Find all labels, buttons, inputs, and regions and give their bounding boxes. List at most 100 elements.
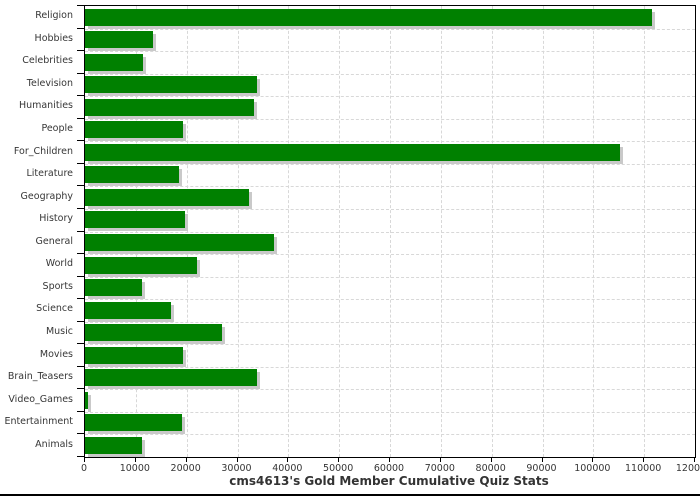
horizontal-gridline (85, 51, 695, 53)
x-axis-tick-label: 10000 (119, 463, 150, 474)
horizontal-gridline (85, 73, 695, 75)
bar-humanities (85, 98, 254, 116)
x-axis-tick-label: 110000 (625, 463, 662, 474)
x-axis-tick-mark (236, 457, 238, 462)
bar-world (85, 256, 197, 274)
x-axis-tick-label: 120000 (675, 463, 700, 474)
y-axis-tick-mark (77, 433, 84, 435)
x-axis-tick-mark (592, 457, 594, 462)
horizontal-gridline (85, 96, 695, 98)
x-axis-tick-mark (287, 457, 289, 462)
horizontal-gridline (85, 186, 695, 188)
horizontal-gridline (85, 411, 695, 413)
horizontal-gridline (85, 141, 695, 143)
bar-video_games (85, 391, 88, 409)
y-axis-tick-mark (77, 388, 84, 390)
bar-animals (85, 436, 142, 454)
y-axis-tick-mark (77, 162, 84, 164)
x-axis-tick-label: 30000 (221, 463, 252, 474)
category-label-general: General (35, 235, 73, 247)
x-axis-tick-label: 60000 (373, 463, 405, 474)
horizontal-gridline (85, 344, 695, 346)
y-axis-tick-mark (77, 456, 84, 457)
horizontal-gridline (85, 321, 695, 323)
x-axis-tick-label: 100000 (574, 463, 611, 474)
x-axis-tick-mark (490, 457, 492, 462)
y-axis-tick-mark (77, 95, 84, 97)
x-axis-tick-mark (389, 457, 390, 462)
bar-general (85, 234, 274, 251)
x-axis-tick-mark (439, 457, 441, 462)
horizontal-gridline (85, 366, 695, 368)
category-label-religion: Religion (35, 10, 73, 22)
bottom-border-line (0, 494, 700, 496)
horizontal-gridline (85, 118, 695, 120)
horizontal-gridline (85, 276, 695, 278)
bar-religion (85, 8, 652, 26)
y-axis-tick-mark (77, 343, 84, 345)
y-axis-tick-mark (77, 185, 84, 187)
bar-entertainment (85, 414, 182, 432)
y-axis-tick-mark (77, 72, 84, 74)
horizontal-gridline (85, 208, 695, 210)
category-label-brain_teasers: Brain_Teasers (7, 371, 73, 383)
category-label-movies: Movies (39, 348, 73, 360)
x-axis-tick-label: 80000 (475, 463, 506, 474)
y-axis-tick-mark (77, 365, 84, 367)
category-label-sports: Sports (42, 280, 73, 292)
x-axis-tick-mark (134, 457, 136, 462)
y-axis-tick-mark (77, 275, 84, 277)
bar-literature (85, 166, 179, 184)
x-axis-tick-mark (338, 457, 340, 462)
bar-movies (85, 346, 183, 364)
bar-history (85, 211, 185, 229)
horizontal-gridline (85, 163, 695, 165)
y-axis-tick-mark (77, 320, 84, 322)
x-axis-tick-mark (643, 457, 645, 462)
y-axis-tick-mark (77, 207, 84, 209)
bar-geography (85, 188, 249, 206)
category-label-music: Music (45, 325, 73, 337)
bar-brain_teasers (85, 369, 257, 387)
chart-title: cms4613's Gold Member Cumulative Quiz St… (229, 474, 549, 488)
y-axis-tick-mark (77, 410, 84, 412)
category-label-people: People (41, 123, 73, 135)
x-axis-tick-mark (541, 457, 543, 462)
x-axis-tick-mark (84, 457, 85, 462)
category-label-celebrities: Celebrities (22, 55, 73, 67)
category-label-humanities: Humanities (18, 100, 73, 112)
x-axis-tick-label: 20000 (170, 463, 201, 474)
y-axis-tick-mark (77, 253, 84, 255)
horizontal-gridline (85, 231, 695, 233)
category-label-science: Science (36, 303, 73, 315)
plot-area (84, 5, 696, 458)
bar-for_children (85, 143, 620, 161)
bar-people (85, 121, 183, 139)
category-label-television: Television (26, 77, 73, 89)
horizontal-gridline (85, 254, 695, 256)
x-axis-tick-label: 70000 (424, 463, 455, 474)
y-axis-tick-mark (77, 140, 84, 142)
category-label-entertainment: Entertainment (4, 416, 73, 428)
x-axis-tick-label: 50000 (323, 463, 354, 474)
x-axis-tick-mark (694, 457, 695, 462)
category-label-literature: Literature (26, 168, 73, 180)
category-label-history: History (39, 213, 73, 225)
category-label-geography: Geography (20, 190, 73, 202)
horizontal-gridline (85, 389, 695, 391)
horizontal-gridline (85, 28, 695, 30)
bar-science (85, 301, 171, 319)
bar-hobbies (85, 31, 153, 49)
horizontal-gridline (85, 434, 695, 436)
bar-celebrities (85, 53, 143, 71)
y-axis-tick-mark (77, 230, 84, 232)
category-label-video_games: Video_Games (8, 393, 73, 405)
bar-television (85, 76, 257, 94)
bar-sports (85, 279, 142, 297)
category-label-animals: Animals (35, 438, 73, 450)
y-axis-tick-mark (77, 27, 84, 29)
category-label-hobbies: Hobbies (34, 32, 73, 44)
x-axis-tick-mark (185, 457, 187, 462)
category-label-for_children: For_Children (13, 145, 73, 157)
